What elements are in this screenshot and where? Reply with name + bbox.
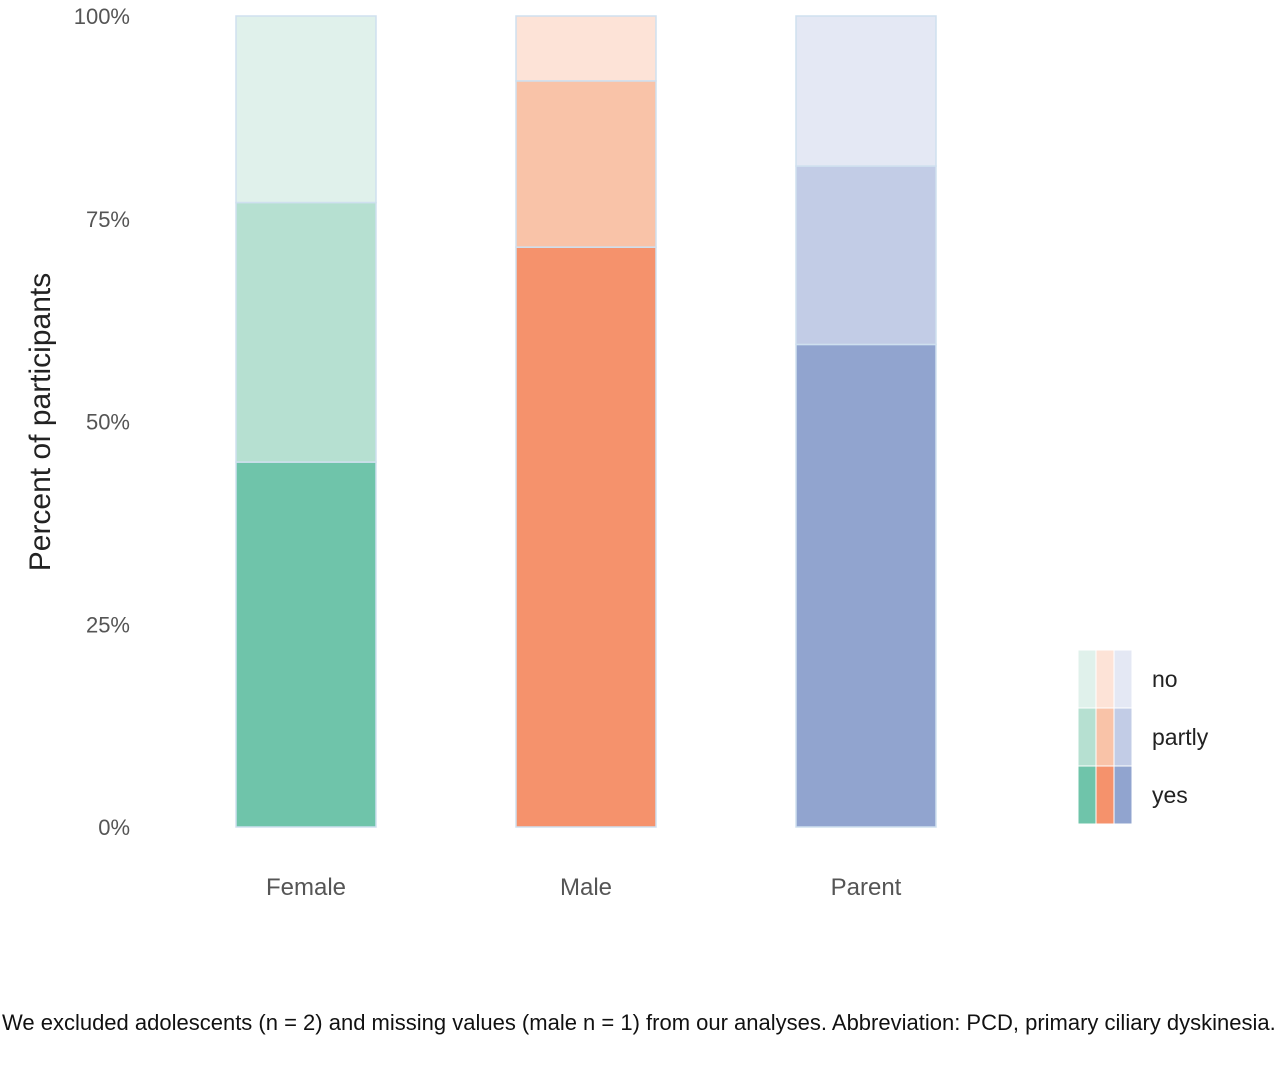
legend-swatch-male-yes bbox=[1095, 765, 1115, 825]
bar-segment-male-yes bbox=[515, 246, 657, 828]
legend-swatch-parent-partly bbox=[1113, 707, 1133, 767]
y-tick-label: 25% bbox=[86, 612, 130, 637]
legend-label-no: no bbox=[1152, 666, 1178, 692]
legend-swatch-parent-no bbox=[1113, 649, 1133, 709]
bar-segment-male-no bbox=[515, 15, 657, 82]
legend-label-yes: yes bbox=[1152, 782, 1188, 808]
legend-swatch-male-partly bbox=[1095, 707, 1115, 767]
bar-segment-female-no bbox=[235, 15, 377, 204]
bar-segment-male-partly bbox=[515, 80, 657, 248]
y-tick-label: 50% bbox=[86, 410, 130, 435]
legend-label-partly: partly bbox=[1152, 724, 1209, 750]
bar-segment-parent-partly bbox=[795, 165, 937, 346]
legend: no partly yes bbox=[1077, 649, 1209, 825]
y-axis-label: Percent of participants bbox=[24, 273, 57, 572]
stacked-bar-chart: 0% 25% 50% 75% 100% Female Male Parent Percent… bbox=[24, 4, 1209, 901]
legend-swatch-parent-yes bbox=[1113, 765, 1133, 825]
bar-segment-female-partly bbox=[235, 201, 377, 463]
bar-segment-parent-yes bbox=[795, 343, 937, 828]
legend-swatch-male-no bbox=[1095, 649, 1115, 709]
y-tick-label: 100% bbox=[74, 4, 130, 29]
legend-swatch-female-yes bbox=[1077, 765, 1097, 825]
y-tick-label: 0% bbox=[98, 815, 130, 840]
x-category-label: Male bbox=[560, 874, 612, 901]
x-category-label: Female bbox=[266, 874, 346, 901]
y-axis-ticks: 0% 25% 50% 75% 100% bbox=[74, 4, 130, 840]
y-tick-label: 75% bbox=[86, 207, 130, 232]
bar-segment-female-yes bbox=[235, 461, 377, 828]
legend-swatch-female-partly bbox=[1077, 707, 1097, 767]
x-axis-categories: Female Male Parent bbox=[266, 874, 902, 901]
x-category-label: Parent bbox=[831, 874, 902, 901]
bar-segment-parent-no bbox=[795, 15, 937, 167]
bars bbox=[235, 15, 937, 828]
figure-caption: We excluded adolescents (n = 2) and miss… bbox=[2, 1010, 1276, 1035]
legend-swatch-female-no bbox=[1077, 649, 1097, 709]
